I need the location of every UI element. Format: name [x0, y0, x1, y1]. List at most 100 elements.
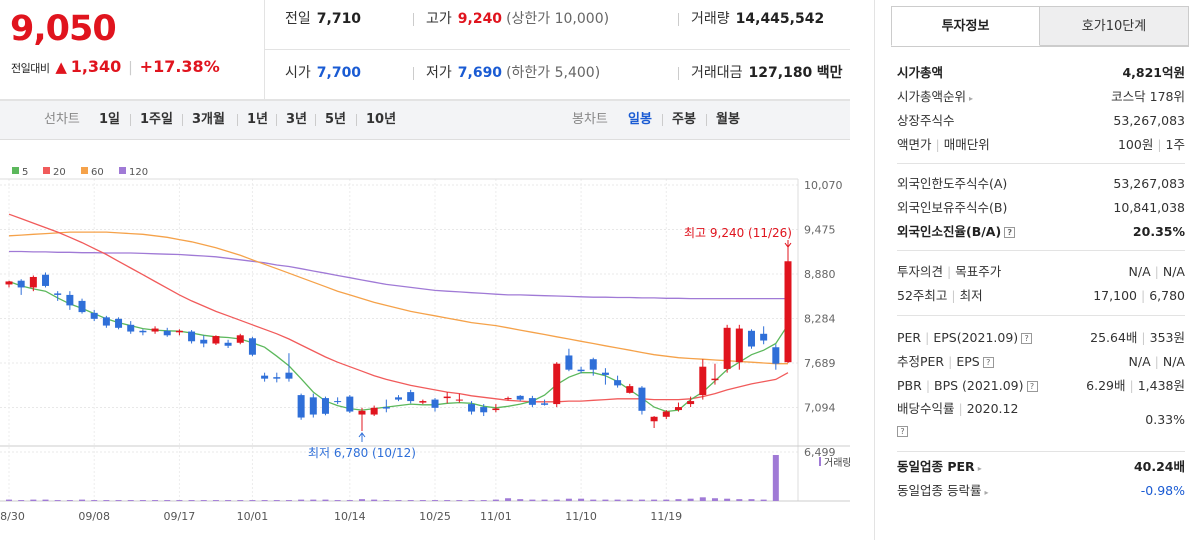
- volume-bar: [565, 498, 572, 501]
- volume-label: 거래량: [824, 457, 850, 469]
- volume-bar: [66, 500, 73, 501]
- candle-body: [638, 387, 646, 411]
- help-icon[interactable]: ?: [1021, 333, 1033, 344]
- candle-body: [723, 327, 731, 369]
- candle-body: [102, 317, 110, 326]
- stat-high: 고가 9,240 (상한가 10,000): [413, 0, 609, 50]
- volume-bar: [663, 499, 670, 501]
- w52-row: 52주최고 | 최저 17,100 | 6,780: [897, 288, 1185, 303]
- high-annotation: 최고 9,240 (11/26): [684, 226, 792, 240]
- caret-right-icon: ▸: [984, 488, 989, 497]
- per-row: PER | EPS(2021.09)? 25.64배 | 353원: [897, 330, 1185, 345]
- period-3y-button[interactable]: 3년: [286, 112, 308, 127]
- period-1y-button[interactable]: 1년: [247, 112, 269, 127]
- candle-body: [273, 377, 281, 379]
- legend-swatch: [12, 167, 19, 174]
- candle-body: [382, 407, 390, 409]
- industry-per-row[interactable]: 동일업종 PER ▸ 40.24배: [897, 459, 1185, 474]
- candle-body: [443, 396, 451, 399]
- y-tick-label: 6,499: [804, 446, 836, 459]
- volume-bar: [675, 499, 682, 501]
- foreign-group: 외국인한도주식수(A) 53,267,083 외국인보유주식수(B) 10,84…: [897, 172, 1185, 244]
- volume-bar: [6, 499, 12, 501]
- legend-swatch: [119, 167, 126, 174]
- candle-body: [90, 312, 98, 319]
- help-icon[interactable]: ?: [897, 426, 908, 437]
- candle-body: [431, 399, 439, 408]
- volume-bar: [468, 500, 475, 501]
- volume-bar: [188, 500, 195, 501]
- candle-body: [528, 398, 536, 405]
- volume-bar: [505, 498, 512, 501]
- candle-body: [541, 403, 549, 405]
- candle-body: [115, 318, 123, 328]
- candle-daily-button[interactable]: 일봉: [628, 112, 652, 127]
- ma-line-20: [8, 213, 789, 403]
- market-cap-rank-row[interactable]: 시가총액순위 ▸ 코스닥 178위: [897, 89, 1185, 104]
- legend-label: 5: [22, 167, 28, 178]
- period-1w-button[interactable]: 1주일: [140, 112, 173, 127]
- dividend-row: 배당수익률 | 2020.12? 0.33%: [897, 401, 1185, 437]
- candle-body: [151, 328, 159, 332]
- volume-bar: [444, 500, 451, 501]
- volume-bar: [578, 498, 585, 501]
- volume-bar: [480, 500, 487, 501]
- period-10y-button[interactable]: 10년: [366, 112, 397, 127]
- candle-weekly-button[interactable]: 주봉: [672, 112, 696, 127]
- candle-body: [297, 395, 305, 418]
- x-tick-label: 11/10: [565, 510, 597, 523]
- help-icon[interactable]: ?: [982, 357, 994, 368]
- candle-body: [553, 363, 561, 405]
- price-summary: 9,050 전일대비 ▲ 1,340 | +17.38%: [0, 0, 265, 100]
- candle-body: [188, 331, 196, 342]
- candle-body: [577, 369, 585, 372]
- x-tick-label: 09/08: [78, 510, 110, 523]
- help-icon[interactable]: ?: [1004, 227, 1016, 238]
- volume-bar: [30, 499, 37, 501]
- period-5y-button[interactable]: 5년: [325, 112, 347, 127]
- volume-bar: [590, 499, 597, 501]
- candlestick-chart-svg: 5 20 60 120 10,070 9,475 8,880 8,284 7,689 7,094 6…: [0, 167, 850, 523]
- up-arrow-icon: ▲: [55, 58, 67, 76]
- volume-bar: [273, 500, 280, 501]
- volume-bar: [626, 499, 633, 501]
- volume-bar: [334, 500, 341, 501]
- candle-body: [224, 342, 232, 346]
- volume-bar: [699, 497, 706, 501]
- valuation-group: PER | EPS(2021.09)? 25.64배 | 353원 추정PER | EPS?…: [897, 326, 1185, 442]
- tab-investment-info[interactable]: 투자정보: [891, 6, 1040, 46]
- volume-bar: [42, 499, 49, 501]
- industry-rate-row[interactable]: 동일업종 등락률 ▸ -0.98%: [897, 483, 1185, 498]
- stock-chart[interactable]: 5 20 60 120 10,070 9,475 8,880 8,284 7,689 7,094 6…: [0, 141, 850, 540]
- market-cap-row: 시가총액 4,821억원: [897, 65, 1185, 80]
- period-3m-button[interactable]: 3개월: [192, 112, 225, 127]
- candle-body: [589, 359, 597, 370]
- volume-legend-swatch: [819, 457, 821, 466]
- investment-info-panel: 투자정보 호가10단계 시가총액 4,821억원 시가총액순위 ▸ 코스닥 178…: [874, 0, 1200, 540]
- period-1d-button[interactable]: 1일: [99, 112, 121, 127]
- volume-bar: [164, 500, 171, 501]
- volume-bar: [711, 498, 718, 501]
- volume-bar: [529, 499, 536, 501]
- change-line: 전일대비 ▲ 1,340 | +17.38%: [11, 57, 220, 76]
- candle-body: [407, 392, 415, 402]
- stat-prev-close: 전일 7,710: [285, 11, 362, 27]
- par-row: 액면가 | 매매단위 100원 | 1주: [897, 137, 1185, 152]
- candle-body: [650, 416, 658, 422]
- candle-body: [735, 328, 743, 363]
- caret-right-icon: ▸: [977, 464, 982, 473]
- stats-row-1: 전일 7,710 고가 9,240 (상한가 10,000) 거래량 14,445,54…: [265, 0, 850, 50]
- help-icon[interactable]: ?: [1026, 381, 1038, 392]
- x-tick-label: 08/30: [0, 510, 25, 523]
- candle-body: [772, 347, 780, 364]
- volume-bar: [115, 500, 122, 501]
- volume-bar: [395, 500, 402, 501]
- info-tabs: 투자정보 호가10단계: [891, 6, 1189, 46]
- candle-body: [419, 401, 427, 403]
- x-tick-label: 10/25: [419, 510, 451, 523]
- volume-bar: [638, 499, 645, 501]
- volume-bar: [139, 500, 146, 501]
- volume-bar: [79, 499, 86, 501]
- tab-order-book[interactable]: 호가10단계: [1040, 6, 1189, 46]
- candle-monthly-button[interactable]: 월봉: [716, 112, 740, 127]
